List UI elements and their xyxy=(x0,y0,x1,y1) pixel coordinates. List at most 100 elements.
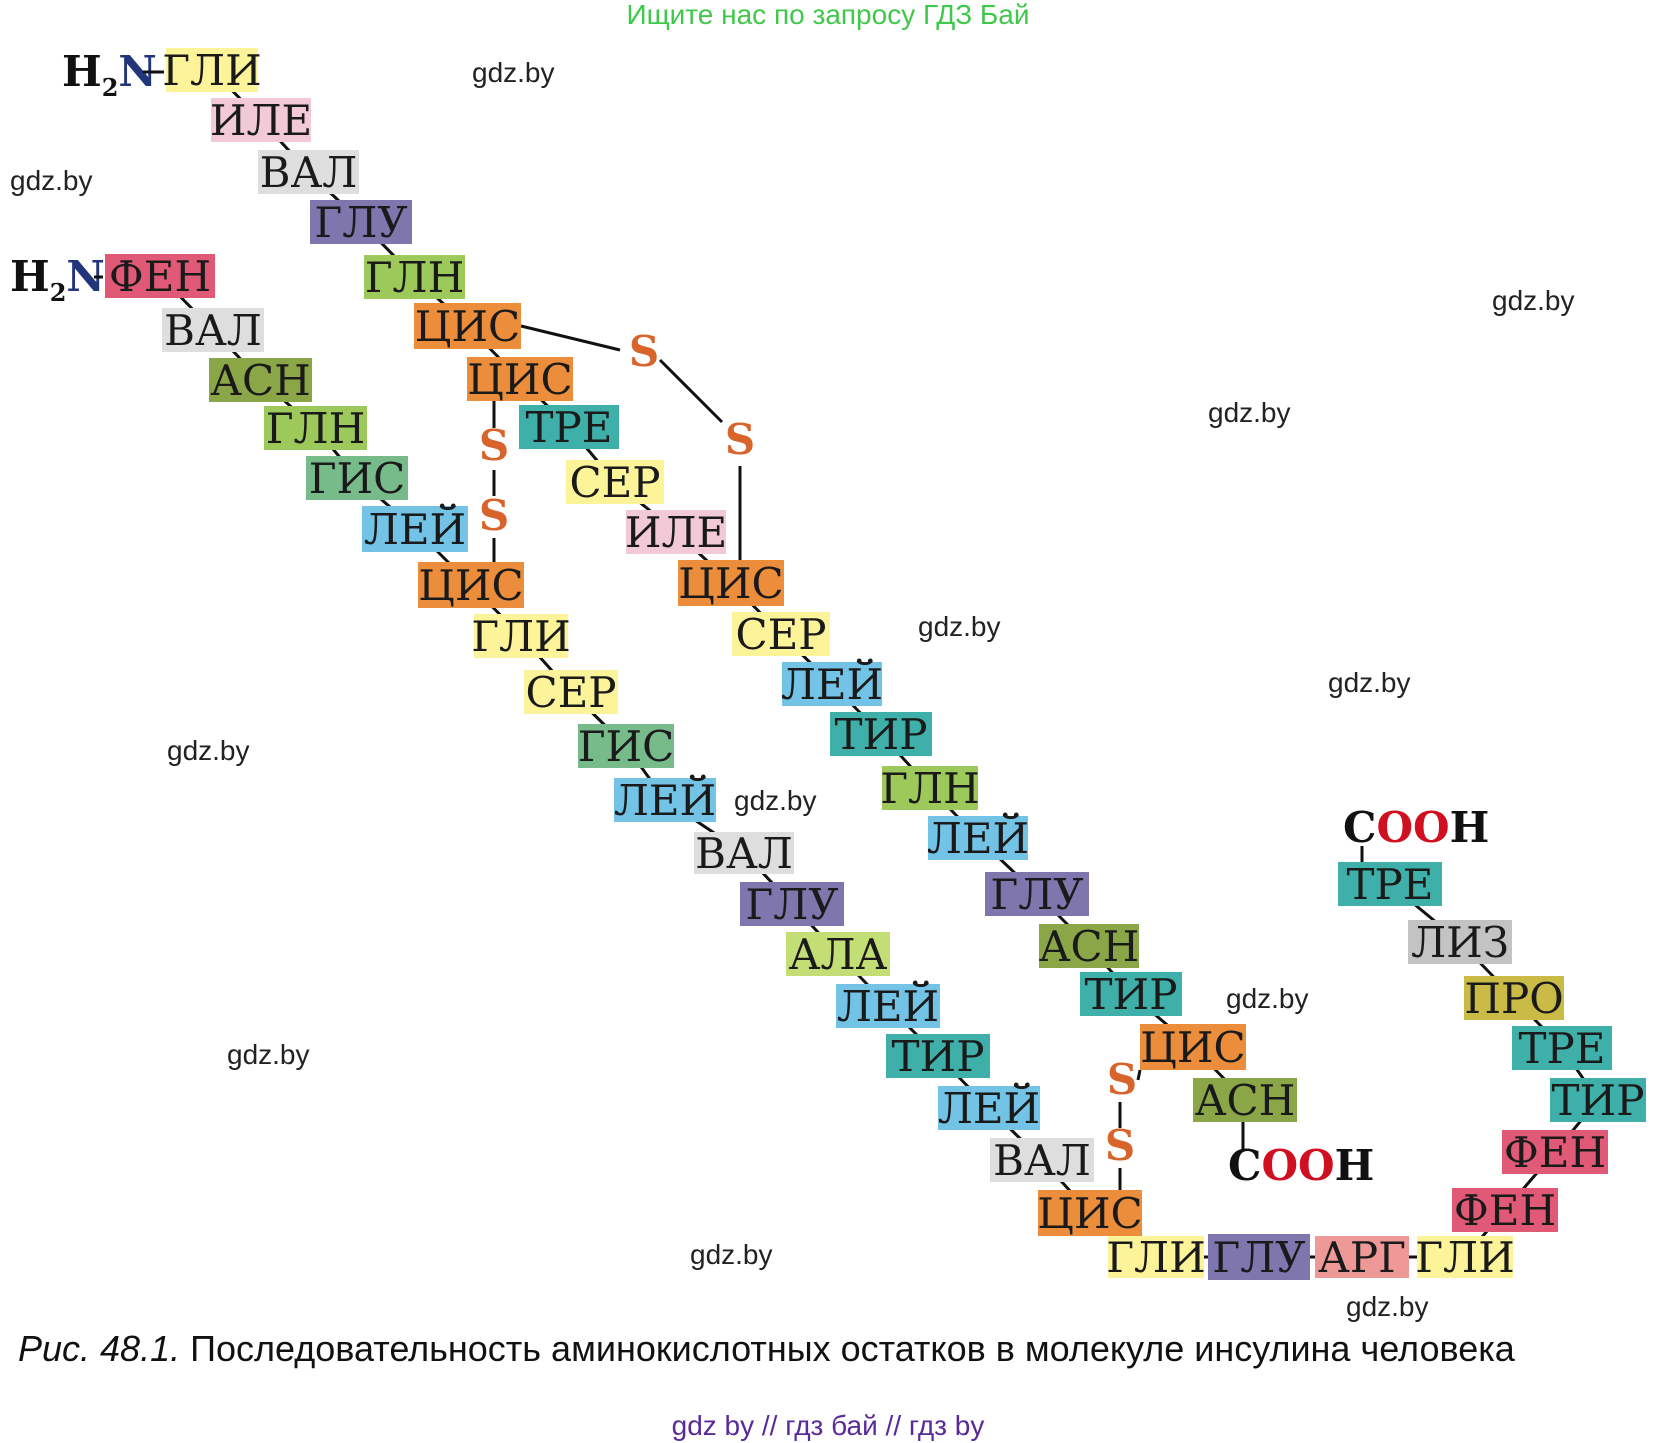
residue-box xyxy=(364,255,465,299)
residue-label: ГЛН xyxy=(365,253,464,302)
residue-a-6: ЦИС xyxy=(414,302,521,351)
disulfide-bond xyxy=(1136,1069,1142,1081)
residue-box xyxy=(678,560,784,606)
residue-b-5: ГИС xyxy=(306,454,408,503)
residue-label: СЕР xyxy=(525,668,616,717)
figure-caption: Рис. 48.1. Последовательность аминокисло… xyxy=(18,1328,1515,1370)
residue-b-13: ГЛУ xyxy=(740,880,844,929)
residue-a-9: СЕР xyxy=(566,458,664,507)
residue-label: ТРЕ xyxy=(1347,860,1434,909)
residue-box xyxy=(166,48,258,92)
residue-label: ВАЛ xyxy=(993,1136,1091,1185)
residue-box xyxy=(614,778,716,822)
residue-a-3: ВАЛ xyxy=(258,148,359,197)
watermark: gdz.by xyxy=(918,611,1001,642)
residue-a-16: ЛЕЙ xyxy=(927,811,1029,863)
residue-label: АСН xyxy=(1039,922,1140,971)
residue-b-7: ЦИС xyxy=(418,561,524,610)
search-banner[interactable]: Ищите нас по запросу ГДЗ Бай xyxy=(626,0,1030,30)
residue-box xyxy=(1140,1024,1246,1070)
residue-b-30: ТРЕ xyxy=(1338,860,1442,909)
n-terminus-label: H2N xyxy=(10,252,105,307)
residue-box xyxy=(626,510,726,554)
watermark: gdz.by xyxy=(1226,983,1309,1014)
residue-b-2: ВАЛ xyxy=(162,306,264,355)
residue-label: ГИС xyxy=(309,454,406,503)
watermark: gdz.by xyxy=(690,1239,773,1270)
watermark: gdz.by xyxy=(1208,397,1291,428)
residue-box xyxy=(1408,920,1512,964)
c-terminus-b: COOH xyxy=(1343,803,1489,862)
residue-b-9: СЕР xyxy=(524,668,618,717)
n-terminus-a: H2N xyxy=(62,47,164,102)
residue-a-13: ЛЕЙ xyxy=(781,657,883,709)
residue-box xyxy=(519,405,619,449)
residue-label: ГЛИ xyxy=(471,612,570,661)
watermarks: gdz.by gdz.by gdz.by gdz.by gdz.by gdz.by gdz.… xyxy=(10,57,1575,1322)
residue-b-21: ГЛУ xyxy=(1208,1233,1310,1282)
residue-label: ИЛЕ xyxy=(625,508,727,557)
residue-b-14: АЛА xyxy=(786,930,890,979)
residue-box xyxy=(566,460,664,504)
watermark: gdz.by xyxy=(1328,667,1411,698)
residue-label: ЦИС xyxy=(1140,1023,1245,1072)
residue-a-10: ИЛЕ xyxy=(625,508,727,557)
residue-b-15: ЛЕЙ xyxy=(836,979,940,1031)
residue-label: ФЕН xyxy=(1504,1128,1606,1177)
footer-links[interactable]: gdz by // гдз бай // гдз by xyxy=(671,1410,985,1441)
watermark: gdz.by xyxy=(10,165,93,196)
residue-box xyxy=(414,303,521,349)
residue-a-17: ГЛУ xyxy=(985,870,1089,919)
residue-box xyxy=(1464,976,1564,1020)
residue-box xyxy=(1512,1026,1612,1070)
chain-termini: H2N H2N COOH COOH xyxy=(10,47,1489,1190)
residue-b-18: ВАЛ xyxy=(990,1136,1094,1185)
residue-box xyxy=(1193,1078,1297,1122)
residue-box xyxy=(694,832,794,874)
residue-b-4: ГЛН xyxy=(264,404,367,453)
residue-a-4: ГЛУ xyxy=(310,198,412,247)
residue-box xyxy=(1038,1190,1142,1236)
residue-box xyxy=(1108,1236,1204,1278)
watermark: gdz.by xyxy=(472,57,555,88)
residue-box xyxy=(882,766,978,810)
residue-b-6: ЛЕЙ xyxy=(362,502,468,554)
residue-label: ЦИС xyxy=(415,302,520,351)
residue-a-15: ГЛН xyxy=(880,764,979,813)
residue-label: ГЛУ xyxy=(1212,1233,1305,1282)
residue-a-21: АСН xyxy=(1193,1076,1297,1125)
residue-b-24: ФЕН xyxy=(1452,1186,1558,1235)
residue-a-8: ТРЕ xyxy=(519,403,619,452)
residue-b-3: АСН xyxy=(209,356,312,405)
residue-label: ГЛУ xyxy=(745,880,838,929)
residue-label: ЛЕЙ xyxy=(837,979,939,1031)
sulfur-atom: S xyxy=(479,491,509,540)
residue-label: СЕР xyxy=(569,458,660,507)
c-terminus-label: COOH xyxy=(1228,1141,1374,1190)
residue-label: ЦИС xyxy=(467,355,572,404)
residue-label: ФЕН xyxy=(1454,1186,1556,1235)
residue-box xyxy=(474,614,568,658)
residue-box xyxy=(1452,1188,1558,1232)
residue-label: ЛЕЙ xyxy=(364,502,466,554)
residue-a-12: СЕР xyxy=(732,610,830,659)
residue-label: ТИР xyxy=(892,1032,985,1081)
sulfur-atom: S xyxy=(1107,1055,1137,1104)
watermark: gdz.by xyxy=(1346,1291,1429,1322)
residue-b-29: ЛИЗ xyxy=(1408,918,1512,967)
residue-label: ВАЛ xyxy=(260,148,358,197)
watermark: gdz.by xyxy=(227,1039,310,1070)
residue-b-20: ГЛИ xyxy=(1106,1233,1205,1282)
residue-box xyxy=(938,1086,1040,1130)
residue-box xyxy=(1550,1078,1646,1122)
residue-a-11: ЦИС xyxy=(678,559,784,608)
residue-label: АСН xyxy=(210,356,311,405)
residue-a-5: ГЛН xyxy=(364,253,465,302)
residue-label: ТИР xyxy=(1085,970,1178,1019)
residue-box xyxy=(467,357,573,401)
residue-label: ЦИС xyxy=(418,561,523,610)
residue-label: ЛЕЙ xyxy=(781,657,883,709)
sulfur-atom: S xyxy=(629,327,659,376)
